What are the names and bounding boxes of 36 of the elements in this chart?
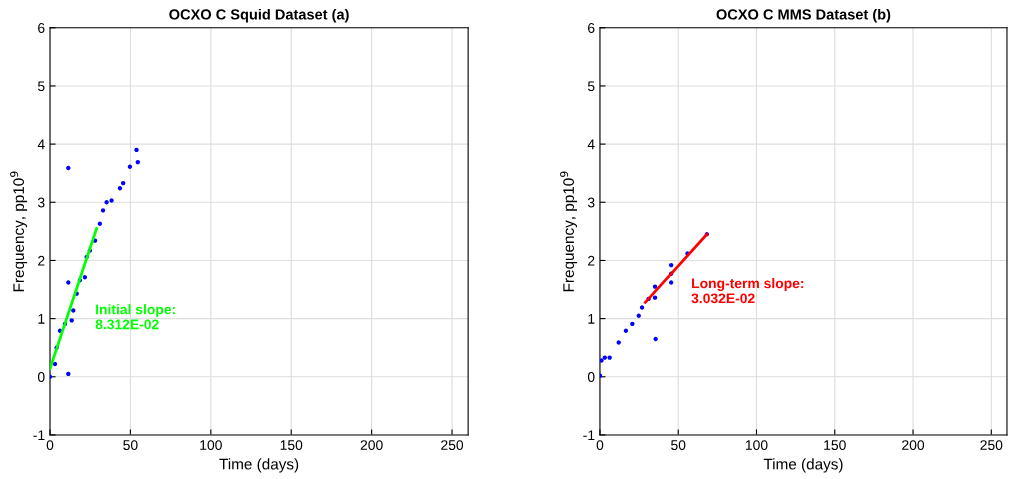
y-tick-label: 2 — [38, 255, 45, 266]
x-axis-title: Time (days) — [763, 458, 843, 473]
x-tick-label: 100 — [200, 440, 222, 450]
x-tick-label: 50 — [123, 440, 138, 450]
x-axis-title: Time (days) — [219, 458, 299, 473]
y-tick-label: 0 — [37, 372, 45, 382]
y-axis-title: Frequency, pp10$^{9}$ — [10, 171, 28, 292]
y-tick-label: 4 — [587, 139, 595, 150]
chart-title: OCXO C MMS Dataset (b) — [716, 8, 891, 23]
x-tick-label: 0 — [46, 440, 54, 450]
y-tick-label: 6 — [588, 23, 595, 33]
y-tick-label: 2 — [588, 255, 595, 266]
y-tick-label: 6 — [38, 23, 45, 33]
y-tick-label: 3 — [37, 197, 45, 208]
x-tick-label: 100 — [745, 440, 768, 450]
y-tick-label: 5 — [37, 81, 45, 92]
x-tick-label: 50 — [671, 440, 686, 450]
x-tick-label: 150 — [824, 440, 846, 450]
y-axis-title: Frequency, pp10$^{9}$ — [560, 171, 578, 292]
y-tick-label: -1 — [33, 430, 45, 440]
y-tick-label: 5 — [587, 81, 595, 92]
x-tick-label: 250 — [980, 440, 1003, 450]
x-tick-label: 200 — [360, 440, 383, 450]
x-tick-label: 150 — [280, 440, 303, 450]
y-tick-label: 1 — [38, 314, 45, 324]
x-tick-label: 200 — [902, 440, 925, 450]
y-tick-label: 1 — [588, 314, 595, 324]
y-tick-label: -1 — [583, 430, 595, 440]
chart-title: OCXO C Squid Dataset (a) — [169, 8, 349, 23]
annotation: Long-term slope: 3.032E-02 — [691, 278, 804, 304]
x-tick-label: 250 — [441, 440, 464, 450]
y-tick-label: 4 — [37, 139, 45, 150]
y-tick-label: 3 — [587, 197, 595, 208]
y-tick-label: 0 — [587, 372, 595, 382]
annotation: Initial slope: 8.312E-02 — [95, 304, 175, 330]
x-tick-label: 0 — [596, 440, 604, 450]
